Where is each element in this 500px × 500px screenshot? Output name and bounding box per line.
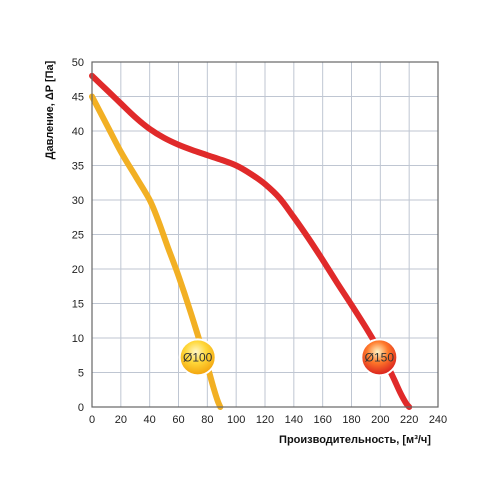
x-tick-label: 60 <box>172 414 184 426</box>
plot-area <box>91 61 439 408</box>
x-tick-label: 200 <box>371 414 389 426</box>
series-badges: Ø100 Ø150 <box>178 338 399 377</box>
series-badge-0 <box>178 338 217 377</box>
y-tick-label: 15 <box>72 299 84 311</box>
y-tick-label: 45 <box>72 92 84 104</box>
y-tick-label: 0 <box>78 402 84 414</box>
y-tick-label: 30 <box>72 195 84 207</box>
y-axis-ticks: 0 5 10 15 20 25 30 35 40 45 50 <box>72 57 84 414</box>
y-tick-label: 10 <box>72 333 84 345</box>
series-label-0: Ø100 <box>183 350 213 364</box>
x-tick-label: 100 <box>227 414 245 426</box>
y-tick-label: 25 <box>72 230 84 242</box>
x-tick-label: 160 <box>313 414 331 426</box>
series-line-0 <box>89 93 224 410</box>
x-tick-label: 80 <box>201 414 213 426</box>
y-tick-label: 50 <box>72 57 84 69</box>
x-axis-ticks: 0 20 40 60 80 100 120 140 160 180 200 220 240 <box>89 414 447 426</box>
series-label-1: Ø150 <box>365 350 395 364</box>
x-tick-label: 120 <box>256 414 274 426</box>
x-axis-title: Производительность, [м³/ч] <box>279 434 431 446</box>
y-tick-label: 5 <box>78 368 84 380</box>
x-tick-label: 240 <box>429 414 447 426</box>
x-tick-label: 20 <box>115 414 127 426</box>
y-axis-title: Давление, ΔP [Па] <box>44 60 56 159</box>
x-tick-label: 140 <box>285 414 303 426</box>
y-tick-label: 35 <box>72 161 84 173</box>
x-tick-label: 40 <box>144 414 156 426</box>
x-tick-label: 220 <box>400 414 418 426</box>
series-badge-1 <box>360 338 399 377</box>
x-tick-label: 180 <box>342 414 360 426</box>
y-tick-label: 40 <box>72 126 84 138</box>
y-tick-label: 20 <box>72 264 84 276</box>
grid <box>92 62 438 407</box>
x-tick-label: 0 <box>89 414 95 426</box>
